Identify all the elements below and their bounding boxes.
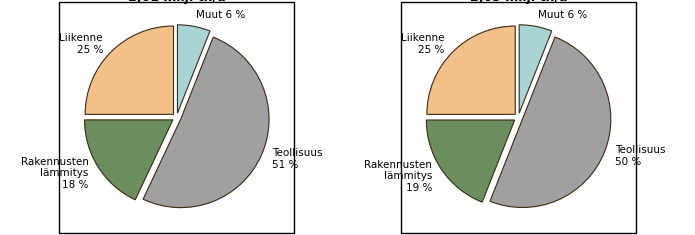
Text: Rakennusten
lämmitys
19 %: Rakennusten lämmitys 19 % [364, 160, 432, 193]
Text: Rakennusten
lämmitys
18 %: Rakennusten lämmitys 18 % [21, 157, 88, 190]
Text: Teollisuus
51 %: Teollisuus 51 % [272, 148, 322, 170]
Wedge shape [490, 37, 611, 208]
Wedge shape [177, 25, 210, 113]
Text: Teollisuus
50 %: Teollisuus 50 % [615, 145, 666, 167]
Wedge shape [519, 25, 552, 113]
Text: Liikenne
25 %: Liikenne 25 % [401, 33, 445, 55]
Wedge shape [85, 26, 174, 114]
Wedge shape [426, 120, 515, 202]
Wedge shape [85, 120, 173, 200]
Text: Muut 6 %: Muut 6 % [538, 10, 587, 20]
Wedge shape [427, 26, 515, 114]
Wedge shape [143, 37, 269, 208]
Text: Muut 6 %: Muut 6 % [196, 10, 245, 20]
Text: Liikenne
25 %: Liikenne 25 % [59, 33, 103, 55]
Title: Energiankulutuksen
hiilidioksidipäästöt Satakunta 2005
2,03 milj. tn/a: Energiankulutuksen hiilidioksidipäästöt … [394, 0, 643, 4]
Title: Energiankulutuksen
hiilidioksidipäästöt Satakunta 1999
2,01 milj. tn/a: Energiankulutuksen hiilidioksidipäästöt … [52, 0, 301, 4]
